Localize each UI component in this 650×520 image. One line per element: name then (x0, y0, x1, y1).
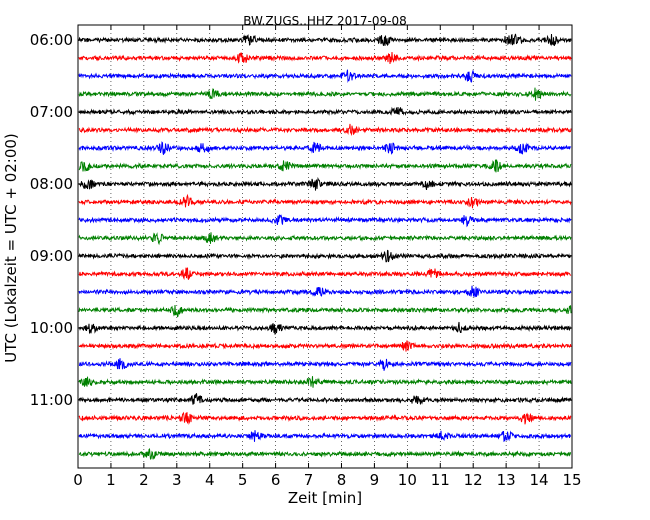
x-tick-label: 9 (370, 471, 380, 489)
trace-0915 (78, 267, 572, 281)
y-tick-label: 09:00 (30, 247, 73, 265)
x-axis-ticks: 0 1 2 3 4 5 6 7 8 9 10 11 12 13 14 15 (73, 25, 582, 489)
y-axis-ticks: 06:00 07:00 08:00 09:00 10:00 11:00 (30, 31, 572, 409)
trace-1045 (78, 376, 572, 388)
trace-0930 (78, 285, 572, 298)
trace-0715 (78, 123, 572, 137)
trace-0615 (78, 51, 572, 65)
trace-1130 (78, 430, 572, 443)
x-tick-label: 4 (205, 471, 215, 489)
trace-0730 (78, 141, 572, 155)
y-axis-label: UTC (Lokalzeit = UTC + 02:00) (2, 133, 20, 363)
trace-0830 (78, 214, 572, 228)
trace-0600 (78, 33, 572, 47)
seismogram-traces (78, 33, 572, 460)
trace-0900 (78, 249, 572, 263)
y-tick-label: 11:00 (30, 391, 73, 409)
trace-1100 (78, 393, 572, 405)
trace-0945 (78, 304, 572, 318)
x-tick-label: 5 (238, 471, 248, 489)
x-tick-label: 3 (172, 471, 182, 489)
trace-1115 (78, 411, 572, 426)
y-tick-label: 10:00 (30, 319, 73, 337)
x-tick-label: 1 (106, 471, 116, 489)
y-tick-label: 07:00 (30, 103, 73, 121)
trace-0845 (78, 232, 572, 246)
y-tick-label: 06:00 (30, 31, 73, 49)
x-tick-label: 15 (562, 471, 581, 489)
trace-1030 (78, 358, 572, 371)
x-tick-label: 6 (271, 471, 281, 489)
trace-1015 (78, 340, 572, 352)
x-tick-label: 14 (530, 471, 549, 489)
trace-0745 (78, 159, 572, 173)
x-tick-label: 7 (304, 471, 314, 489)
trace-0630 (78, 69, 572, 83)
x-tick-label: 2 (139, 471, 149, 489)
trace-0800 (78, 176, 572, 191)
x-tick-label: 12 (464, 471, 483, 489)
chart-title: BW.ZUGS..HHZ 2017-09-08 (243, 14, 406, 28)
trace-1000 (78, 321, 572, 335)
trace-0815 (78, 193, 572, 209)
x-tick-label: 0 (73, 471, 83, 489)
trace-0645 (78, 87, 572, 101)
y-tick-label: 08:00 (30, 175, 73, 193)
x-tick-label: 11 (431, 471, 450, 489)
trace-0700 (78, 106, 572, 116)
x-axis-label: Zeit [min] (288, 489, 362, 507)
x-tick-label: 13 (497, 471, 516, 489)
trace-1145 (78, 448, 571, 460)
x-tick-label: 8 (337, 471, 347, 489)
x-tick-label: 10 (398, 471, 417, 489)
plot-frame (77, 24, 573, 469)
